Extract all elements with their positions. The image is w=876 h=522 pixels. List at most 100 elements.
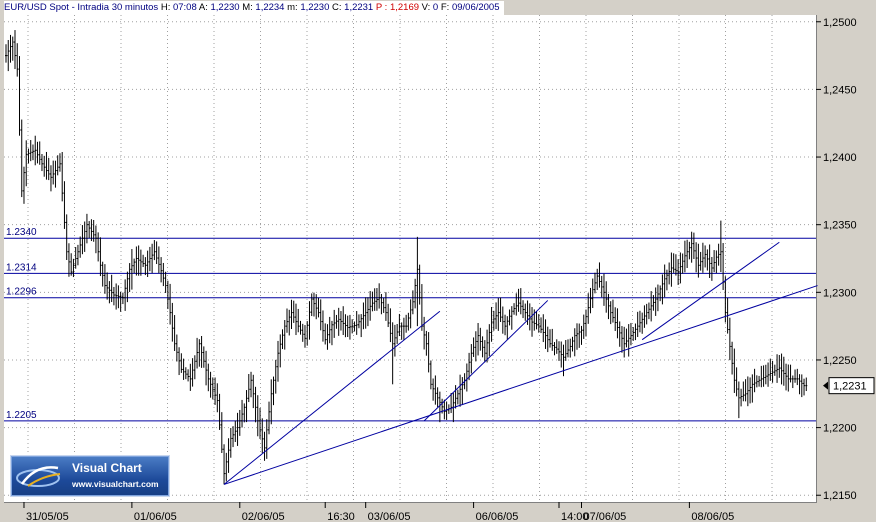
ohlc-bar xyxy=(286,308,288,333)
ohlc-bar xyxy=(238,409,241,436)
ohlc-bar xyxy=(119,291,122,312)
ohlc-bar xyxy=(629,322,632,346)
ohlc-bar xyxy=(52,160,55,185)
ohlc-bar xyxy=(584,309,587,337)
ohlc-bar xyxy=(634,323,637,341)
ohlc-bar xyxy=(18,56,21,136)
ohlc-bar xyxy=(517,288,520,312)
ohlc-bar xyxy=(373,288,376,311)
ohlc-bar xyxy=(330,320,333,346)
ohlc-bar xyxy=(335,314,338,329)
x-tick-label: 02/06/05 xyxy=(242,511,285,522)
ohlc-bar xyxy=(456,389,459,405)
ohlc-bar xyxy=(157,246,160,274)
ohlc-bar xyxy=(490,306,493,342)
ohlc-bar xyxy=(618,321,621,347)
ohlc-bar xyxy=(414,278,417,309)
x-tick-label: 03/06/05 xyxy=(368,511,411,522)
ohlc-bar xyxy=(283,320,286,350)
ohlc-bar xyxy=(209,371,212,398)
ohlc-bar xyxy=(497,298,500,331)
ohlc-bar xyxy=(112,286,115,306)
ohlc-bar xyxy=(353,321,356,332)
ohlc-bar xyxy=(611,299,614,323)
level-label: 1.2314 xyxy=(6,262,37,273)
ohlc-bar xyxy=(495,302,498,330)
ohlc-bar xyxy=(546,326,549,353)
ohlc-bar xyxy=(438,391,441,423)
ohlc-bar xyxy=(63,181,66,229)
ohlc-bar xyxy=(454,385,457,409)
ohlc-bar xyxy=(173,315,176,352)
ohlc-bar xyxy=(429,360,432,390)
ohlc-bar xyxy=(791,375,794,389)
ohlc-bar xyxy=(679,252,682,284)
ohlc-bar xyxy=(220,412,223,453)
ohlc-bar xyxy=(488,324,491,357)
ohlc-bar xyxy=(144,257,147,276)
ohlc-bar xyxy=(746,376,749,407)
ohlc-bar xyxy=(265,419,268,459)
ohlc-bar xyxy=(778,355,781,378)
ohlc-bar xyxy=(106,272,109,300)
ohlc-bar xyxy=(663,264,666,298)
ohlc-bar xyxy=(504,314,507,336)
ohlc-bar xyxy=(155,241,158,265)
ohlc-bar xyxy=(740,388,743,407)
current-price-text: 1,2231 xyxy=(833,381,867,393)
ohlc-bar xyxy=(142,254,145,268)
ohlc-bar xyxy=(54,160,57,188)
ohlc-bar xyxy=(153,240,156,261)
ohlc-bar xyxy=(218,393,221,430)
ohlc-bar xyxy=(234,420,237,443)
ohlc-bar xyxy=(636,311,639,337)
ohlc-bar xyxy=(688,241,691,260)
ohlc-bar xyxy=(794,369,797,383)
ohlc-bar xyxy=(443,399,446,420)
ohlc-bar xyxy=(211,377,214,400)
ohlc-bar xyxy=(171,302,174,342)
ohlc-bar xyxy=(146,250,149,277)
ohlc-bar xyxy=(351,319,354,334)
current-price-tag: 1,2231 xyxy=(823,377,875,395)
ohlc-bar xyxy=(290,299,293,329)
ohlc-bar xyxy=(227,438,230,473)
ohlc-bar xyxy=(110,274,113,303)
ohlc-bar xyxy=(207,363,210,392)
x-tick-label: 07/06/05 xyxy=(583,511,626,522)
ohlc-bar xyxy=(461,377,464,405)
ohlc-bar xyxy=(659,285,662,302)
ohlc-bar xyxy=(468,352,471,381)
ohlc-bar xyxy=(299,320,302,335)
symbol-label: EUR/USD Spot - Intradia 30 minutos xyxy=(4,2,159,13)
ohlc-bar xyxy=(706,249,709,271)
ohlc-bar xyxy=(339,311,342,331)
ohlc-bar xyxy=(360,314,363,338)
ohlc-bar xyxy=(333,309,336,338)
ohlc-bar xyxy=(49,165,52,192)
ohlc-bar xyxy=(400,322,403,340)
ohlc-bar xyxy=(178,347,181,376)
ohlc-bar xyxy=(749,377,752,404)
ohlc-bar xyxy=(348,314,351,340)
ohlc-bar xyxy=(97,232,100,262)
ohlc-bar xyxy=(704,245,707,268)
ohlc-bar xyxy=(337,307,340,336)
logo-name: Visual Chart xyxy=(72,461,142,475)
ohlc-bar xyxy=(128,263,131,292)
quote-info-bar: EUR/USD Spot - Intradia 30 minutos H: 07… xyxy=(4,1,504,15)
ohlc-bar xyxy=(782,356,785,386)
ohlc-bar xyxy=(47,158,50,181)
ohlc-bar xyxy=(602,273,605,306)
ohlc-bar xyxy=(326,324,329,350)
ohlc-bar xyxy=(751,374,754,403)
ohlc-bar xyxy=(614,307,617,331)
ohlc-bar xyxy=(596,268,599,291)
ohlc-bar xyxy=(297,308,300,333)
ohlc-bar xyxy=(519,288,522,315)
ohlc-bar xyxy=(522,300,525,319)
ohlc-bar xyxy=(182,358,185,380)
ohlc-bar xyxy=(58,153,61,172)
